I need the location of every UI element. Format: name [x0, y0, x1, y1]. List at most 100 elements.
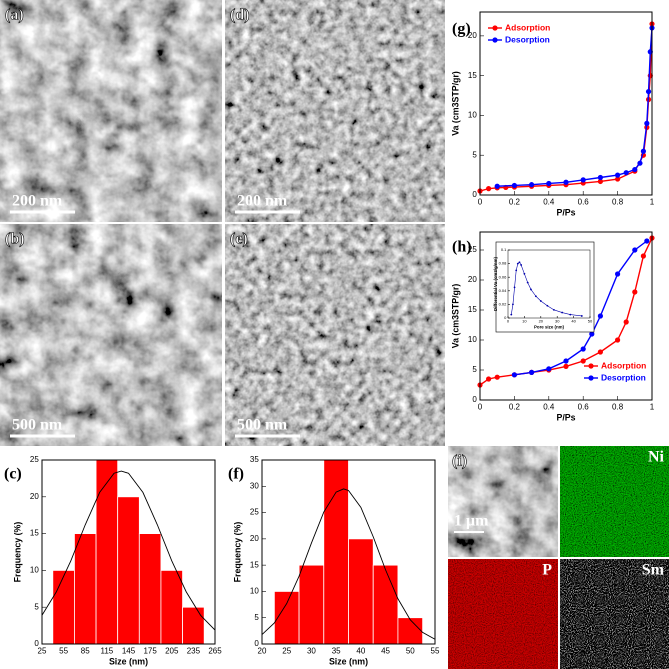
data-point [561, 311, 564, 314]
y-axis-label: Va (cm3STP/gr) [450, 71, 460, 136]
bar [117, 496, 140, 645]
bar [372, 564, 399, 645]
y-tick-label: 20 [250, 534, 259, 543]
data-point [486, 376, 492, 382]
data-point [529, 182, 535, 188]
x-tick-label: 0.4 [543, 197, 555, 206]
data-point [632, 166, 638, 173]
data-point [513, 286, 516, 289]
y-tick-label: 0.1 [501, 247, 507, 252]
x-tick-label: 0.2 [509, 197, 521, 206]
data-point [529, 369, 535, 375]
data-point [546, 304, 549, 307]
data-point [486, 186, 492, 192]
y-tick-label: 25 [30, 455, 39, 464]
data-point [534, 295, 537, 298]
x-tick-label: 205 [165, 646, 179, 655]
fit-curve [41, 470, 216, 631]
sem-texture [225, 224, 445, 446]
y-tick-label: 15 [30, 529, 39, 538]
x-tick-label: 0 [478, 197, 483, 206]
x-tick-label: 0.2 [509, 402, 521, 411]
data-point [623, 170, 629, 176]
chart: 25 55 85 115 145 175 205 235 265 0 5 10 15 20 25 Size (… [4, 455, 222, 667]
data-point [518, 261, 521, 264]
x-tick-label: 0.8 [612, 197, 624, 206]
y-tick-label: 0 [472, 190, 477, 199]
bar [52, 570, 75, 645]
data-point [546, 366, 552, 372]
eds-map-texture [560, 559, 669, 669]
x-axis-label: Size (nm) [329, 657, 368, 667]
bar [182, 606, 205, 645]
data-point [632, 247, 638, 253]
x-tick-label: 30 [307, 646, 316, 655]
plot-frame [261, 459, 436, 645]
x-axis-label: Pore size (nm) [534, 324, 565, 329]
panel-label: (g) [452, 21, 471, 38]
x-tick-label: 0.4 [543, 402, 555, 411]
y-tick-label: 30 [250, 481, 259, 490]
eds-map-texture [560, 446, 669, 557]
x-tick-label: 10 [522, 319, 527, 324]
x-tick-label: 55 [431, 646, 440, 655]
data-point [494, 183, 500, 189]
legend-label: Desorption [505, 34, 550, 44]
data-point [569, 313, 572, 316]
legend-marker [492, 37, 498, 43]
data-point [589, 331, 595, 337]
plot-frame [479, 11, 653, 196]
y-tick-label: 5 [254, 613, 259, 622]
data-point [597, 174, 604, 181]
data-point [615, 337, 621, 343]
x-tick-label: 40 [356, 646, 365, 655]
data-point [563, 363, 569, 369]
y-tick-label: 10 [30, 566, 39, 575]
x-tick-label: 55 [59, 646, 68, 655]
data-point [580, 177, 586, 183]
y-tick-label: 20 [468, 275, 477, 284]
legend-marker [492, 25, 498, 31]
data-point [640, 253, 647, 259]
y-tick-label: 0 [472, 395, 477, 404]
data-point [644, 120, 650, 126]
x-tick-label: 0 [507, 319, 510, 324]
y-tick-label: 15 [468, 305, 477, 314]
scale-bar-label: 200 nm [237, 193, 288, 210]
x-axis-label: Size (nm) [109, 657, 148, 667]
data-point [580, 346, 586, 352]
data-point [637, 160, 643, 166]
plot-frame [479, 231, 653, 401]
y-tick-label: 35 [250, 455, 259, 464]
bar [138, 533, 162, 645]
bar [298, 564, 325, 645]
bar [323, 459, 349, 645]
x-tick-label: 0.8 [612, 402, 624, 411]
panel-label: (c) [4, 466, 22, 483]
y-tick-label: 5 [472, 150, 477, 159]
y-tick-label: 0 [504, 315, 507, 320]
scale-bar-label: 1 μm [454, 513, 489, 530]
y-tick-label: 0.06 [499, 274, 508, 279]
bar [397, 617, 424, 645]
panel-label: (a) [5, 7, 24, 24]
series-line [497, 27, 653, 187]
x-tick-label: 30 [555, 319, 560, 324]
data-point [597, 178, 604, 185]
x-tick-label: 20 [258, 646, 267, 655]
x-axis-label: P/Ps [556, 208, 575, 218]
data-point [553, 308, 555, 311]
x-tick-label: 35 [332, 646, 341, 655]
y-tick-label: 5 [472, 365, 477, 374]
y-tick-label: 25 [468, 245, 477, 254]
y-tick-label: 20 [30, 492, 39, 501]
scale-bar-label: 200 nm [12, 193, 63, 210]
x-tick-label: 1 [650, 402, 655, 411]
series-line [479, 237, 653, 386]
data-point [580, 315, 583, 317]
legend-marker [588, 375, 594, 381]
data-point [644, 238, 650, 244]
panel-label: (h) [452, 239, 472, 256]
